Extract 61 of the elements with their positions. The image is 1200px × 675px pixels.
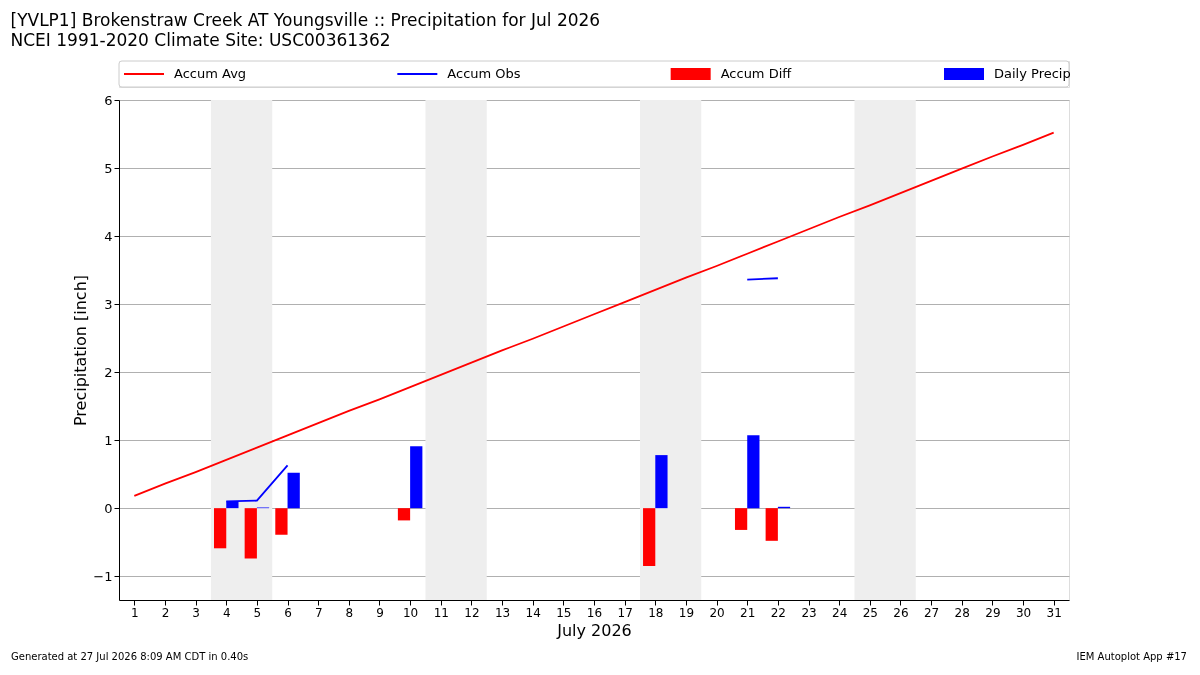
text: IEM Autoplot App #17 [1076, 651, 1187, 662]
y-axis-title: Precipitation [inch] [71, 274, 91, 427]
x-tick-label: 25 [862, 605, 878, 620]
x-tick-label: 6 [284, 605, 292, 620]
x-tick-label: 14 [525, 605, 541, 620]
x-tick-label: 15 [556, 605, 572, 620]
x-tick-label: 20 [709, 605, 725, 620]
x-tick-label: 18 [648, 605, 664, 620]
x-tick-label: 22 [770, 605, 787, 620]
legend-label: Accum Obs [447, 66, 521, 81]
bar [275, 508, 288, 535]
y-tick-label: 0 [104, 500, 113, 516]
x-tick-label: 31 [1046, 605, 1062, 620]
bar [244, 508, 257, 559]
x-tick-label: 5 [253, 605, 262, 620]
x-tick-label: 9 [376, 605, 384, 620]
bar [214, 508, 227, 549]
x-tick-label: 28 [954, 605, 970, 620]
x-tick-label: 11 [433, 605, 449, 620]
x-axis-title: July 2026 [556, 620, 632, 640]
chart-subtitle: NCEI 1991-2020 Climate Site: USC00361362 [10, 30, 391, 50]
x-tick-label: 30 [1015, 605, 1032, 620]
x-tick-label: 2 [161, 605, 170, 620]
y-tick-label: 2 [104, 364, 113, 380]
x-tick-label: 27 [923, 605, 940, 620]
line-series [133, 131, 1055, 497]
bar [765, 508, 778, 541]
legend-label: Accum Diff [720, 66, 793, 81]
y-tick-label: −1 [93, 568, 113, 584]
x-tick-label: 4 [222, 605, 231, 620]
x-tick-label: 24 [832, 605, 848, 620]
y-tick-label: 1 [104, 432, 113, 448]
x-tick-label: 13 [494, 605, 511, 620]
y-tick-label: 6 [104, 92, 113, 108]
bar [410, 446, 423, 509]
x-tick-label: 29 [985, 605, 1001, 620]
bar [287, 472, 300, 509]
chart-title: [YVLP1] Brokenstraw Creek AT Youngsville :: Precipitation for Jul 2026 [10, 10, 601, 30]
bar [734, 508, 748, 530]
x-tick-label: 23 [801, 605, 817, 620]
x-tick-label: 12 [464, 605, 480, 620]
x-tick-label: 16 [586, 605, 603, 620]
bar [655, 455, 668, 509]
legend-label: Accum Avg [174, 66, 247, 81]
x-tick-label: 21 [740, 605, 756, 620]
x-tick-label: 1 [131, 605, 139, 620]
legend-label: Daily Precip [994, 66, 1071, 81]
text: Generated at 27 Jul 2026 8:09 AM CDT in 0.40s [11, 651, 249, 662]
y-tick-label: 5 [104, 160, 113, 176]
y-tick-label: 4 [104, 228, 113, 244]
bar [397, 508, 411, 521]
y-tick-label: 3 [104, 296, 113, 312]
bar [747, 435, 760, 509]
x-tick-label: 10 [402, 605, 419, 620]
x-tick-label: 7 [314, 605, 323, 620]
x-tick-label: 26 [893, 605, 909, 620]
x-tick-label: 3 [192, 605, 200, 620]
x-tick-label: 17 [617, 605, 633, 620]
bar [643, 508, 656, 566]
x-tick-label: 8 [345, 605, 354, 620]
x-tick-label: 19 [678, 605, 695, 620]
